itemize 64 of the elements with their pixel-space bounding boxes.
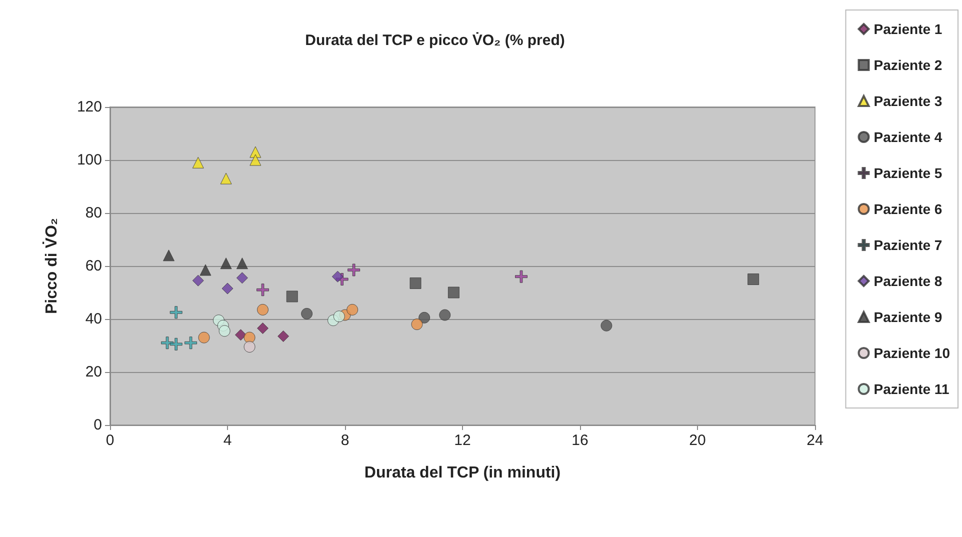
legend-label: Paziente 5 — [874, 165, 942, 181]
point — [220, 258, 232, 270]
point — [256, 284, 269, 296]
point — [301, 308, 313, 320]
point — [163, 250, 174, 262]
point — [348, 264, 360, 276]
x-tick-label: 8 — [340, 432, 350, 449]
y-tick-label: 0 — [94, 416, 102, 434]
y-axis-title: Picco di V̇O₂ — [42, 218, 60, 314]
point — [222, 282, 234, 294]
point — [448, 286, 460, 298]
x-tick-label: 4 — [223, 432, 232, 449]
point — [170, 306, 182, 319]
point — [748, 274, 760, 285]
x-axis-title: Durata del TCP (in minuti) — [364, 464, 561, 482]
point — [244, 341, 256, 353]
x-tick-label: 0 — [106, 432, 114, 449]
point — [250, 154, 262, 166]
legend-label: Paziente 6 — [874, 201, 942, 217]
y-tick-label: 20 — [85, 364, 102, 380]
point — [515, 270, 528, 283]
point — [333, 310, 345, 322]
point — [198, 332, 210, 344]
point — [236, 272, 248, 284]
x-tick-label: 20 — [689, 432, 706, 449]
point — [244, 332, 256, 344]
y-tick-label: 100 — [76, 152, 102, 168]
point — [236, 258, 248, 270]
chart-title: Durata del TCP e picco V̇O₂ (% pred) — [305, 32, 565, 49]
point — [411, 318, 423, 330]
point — [218, 325, 230, 337]
x-tick-label: 16 — [572, 432, 588, 449]
point — [286, 290, 298, 302]
legend-label: Paziente 11 — [874, 381, 950, 397]
legend-label: Paziente 4 — [874, 129, 942, 145]
legend-label: Paziente 3 — [874, 93, 942, 109]
point — [200, 264, 212, 276]
y-tick-label: 80 — [85, 204, 102, 222]
legend-label: Paziente 2 — [874, 57, 942, 73]
point — [410, 277, 422, 289]
point — [192, 156, 204, 168]
point — [332, 270, 344, 282]
legend-label: Paziente 7 — [874, 237, 942, 253]
legend-label: Paziente 8 — [874, 273, 942, 289]
point — [170, 338, 182, 350]
legend-label: Paziente 1 — [874, 21, 942, 37]
point — [418, 312, 430, 324]
y-tick-label: 120 — [76, 98, 102, 116]
point — [278, 330, 290, 342]
point — [346, 304, 358, 316]
x-tick-label: 12 — [454, 432, 471, 449]
legend-label: Paziente 9 — [874, 309, 942, 325]
point — [257, 304, 268, 316]
legend-label: Paziente 10 — [874, 345, 950, 361]
point — [220, 172, 232, 184]
point — [192, 274, 204, 286]
x-tick-label: 24 — [806, 432, 824, 449]
point — [234, 329, 246, 341]
point — [184, 336, 198, 350]
point — [439, 309, 451, 321]
point — [600, 320, 612, 332]
y-tick-label: 60 — [85, 258, 102, 274]
point — [257, 322, 268, 334]
y-tick-label: 40 — [85, 310, 102, 328]
